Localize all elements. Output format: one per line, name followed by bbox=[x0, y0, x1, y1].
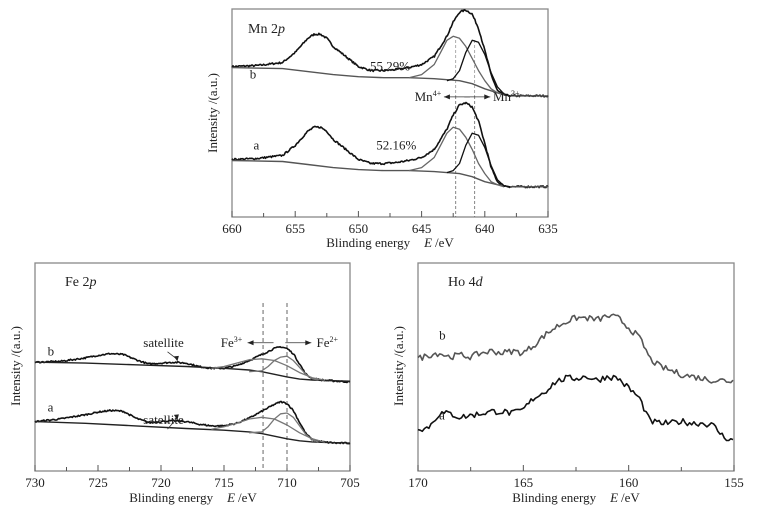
mn-x-tick-label: 645 bbox=[412, 221, 432, 236]
fe-series-label-a: a bbox=[48, 399, 54, 414]
ho-x-tick-label: 160 bbox=[619, 475, 639, 490]
ho-series-label-b: b bbox=[439, 327, 446, 342]
mn-y-axis-label: Intensity /(a.u.) bbox=[205, 73, 220, 153]
ho-x-tick-label: 165 bbox=[514, 475, 534, 490]
fe-annotation: satellite bbox=[143, 412, 184, 427]
fe-satellite-pointer bbox=[167, 417, 178, 430]
mn-x-tick-label: 635 bbox=[538, 221, 558, 236]
mn-series-b-Mn4+ bbox=[408, 35, 504, 96]
mn-series-a bbox=[231, 101, 549, 189]
ho-chart-title: Ho 4d bbox=[448, 275, 484, 290]
fe-x-tick-label: 720 bbox=[151, 475, 171, 490]
mn-x-tick-label: 650 bbox=[349, 221, 369, 236]
fe-series-a-baseline bbox=[34, 420, 351, 444]
ho-x-tick-label: 170 bbox=[408, 475, 428, 490]
fe-x-axis-label: Blinding energy E/eV bbox=[129, 490, 257, 505]
fe-y-axis-label: Intensity /(a.u.) bbox=[8, 326, 23, 406]
mn-series-label-a: a bbox=[253, 137, 259, 152]
ho-x-tick-label: 155 bbox=[724, 475, 744, 490]
mn-arrow-head-icon bbox=[443, 94, 450, 100]
fe-arrow-head-icon bbox=[305, 340, 312, 346]
mn-series-b-Mn3+ bbox=[446, 39, 511, 97]
fe-series-a-Fe3+ bbox=[211, 416, 325, 443]
fe-series-b bbox=[34, 345, 351, 384]
ho-series-a bbox=[417, 374, 734, 442]
mn-annotation: Mn3+ bbox=[493, 89, 520, 104]
fe-series-a-Fe2+ bbox=[249, 412, 319, 443]
fe-x-tick-label: 715 bbox=[214, 475, 234, 490]
mn-x-tick-label: 655 bbox=[285, 221, 305, 236]
fe-series-b-Fe2+ bbox=[249, 355, 319, 381]
fe-x-tick-label: 710 bbox=[277, 475, 297, 490]
mn-chart-title: Mn 2p bbox=[248, 22, 285, 37]
mn-series-a-Mn3+ bbox=[446, 132, 511, 188]
mn-annotation: 52.16% bbox=[376, 137, 416, 152]
fe-chart-title: Fe 2p bbox=[65, 275, 97, 290]
mn-x-tick-label: 660 bbox=[222, 221, 242, 236]
ho-y-axis-label: Intensity /(a.u.) bbox=[391, 326, 406, 406]
mn-series-a-Mn4+ bbox=[408, 126, 505, 188]
fe-arrow-head-icon bbox=[173, 355, 179, 362]
mn-2p-chart: Mn 2p Intensity /(a.u.) Blinding energy E… bbox=[205, 8, 558, 250]
fe-2p-chart: Fe 2p Intensity /(a.u.) Blinding energy E… bbox=[8, 262, 360, 505]
ho-x-axis-label: Blinding energy E/eV bbox=[512, 490, 640, 505]
fe-annotation: Fe2+ bbox=[317, 335, 339, 350]
fe-annotation: Fe3+ bbox=[221, 335, 243, 350]
fe-x-tick-label: 730 bbox=[25, 475, 45, 490]
mn-x-axis-label: Blinding energy E/eV bbox=[326, 235, 454, 250]
ho-4d-chart: Ho 4d Intensity /(a.u.) Blinding energy E… bbox=[391, 262, 744, 505]
fe-annotation: satellite bbox=[143, 335, 184, 350]
fe-x-tick-label: 705 bbox=[340, 475, 360, 490]
mn-x-tick-label: 640 bbox=[475, 221, 495, 236]
fe-arrow-head-icon bbox=[173, 414, 179, 420]
ho-plot-frame bbox=[417, 262, 735, 472]
fe-series-a bbox=[34, 400, 351, 445]
mn-series-label-b: b bbox=[250, 67, 256, 82]
ho-series-label-a: a bbox=[439, 407, 445, 422]
mn-annotation: 55.29% bbox=[370, 59, 410, 74]
fe-series-b-Fe3+ bbox=[211, 358, 325, 381]
ho-series-b bbox=[417, 313, 734, 384]
mn-series-b bbox=[231, 9, 549, 98]
fe-x-tick-label: 725 bbox=[88, 475, 108, 490]
fe-series-b-baseline bbox=[34, 361, 351, 382]
mn-annotation: Mn4+ bbox=[415, 89, 442, 104]
fe-series-label-b: b bbox=[48, 343, 55, 358]
fe-arrow-head-icon bbox=[247, 340, 254, 346]
mn-arrow-head-icon bbox=[484, 94, 491, 100]
